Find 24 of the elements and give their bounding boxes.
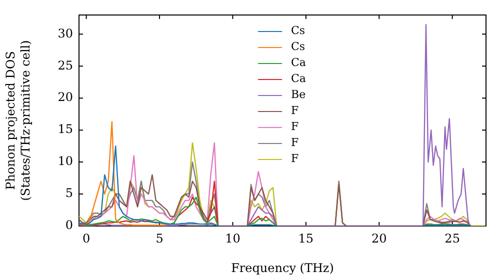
- x-tick-label: 5: [156, 231, 164, 246]
- legend-label: F: [291, 103, 299, 119]
- legend-label: F: [291, 151, 299, 167]
- y-tick-label: 5: [65, 186, 73, 200]
- y-tick-label: 20: [58, 90, 73, 104]
- legend-label: Cs: [291, 23, 306, 39]
- legend-label: Cs: [291, 39, 306, 55]
- legend-label: Ca: [291, 71, 306, 87]
- x-tick-label: 15: [298, 231, 314, 246]
- legend-label: F: [291, 135, 299, 151]
- y-tick-label: 0: [65, 218, 73, 232]
- legend-label: Ca: [291, 55, 306, 71]
- y-tick-label: 30: [58, 26, 73, 40]
- y-tick-label: 15: [58, 122, 73, 136]
- x-tick-label: 25: [444, 231, 460, 246]
- y-tick-label: 10: [58, 154, 73, 168]
- y-tick-label: 25: [58, 58, 73, 72]
- x-tick-label: 10: [225, 231, 240, 246]
- legend-label: F: [291, 119, 299, 135]
- x-tick-label: 20: [371, 231, 387, 246]
- y-axis-title: Phonon projected DOS (States/THz·primitive cell): [4, 40, 33, 201]
- x-tick-label: 0: [82, 231, 90, 246]
- legend-label: Be: [291, 87, 306, 103]
- x-axis-title: Frequency (THz): [231, 260, 334, 275]
